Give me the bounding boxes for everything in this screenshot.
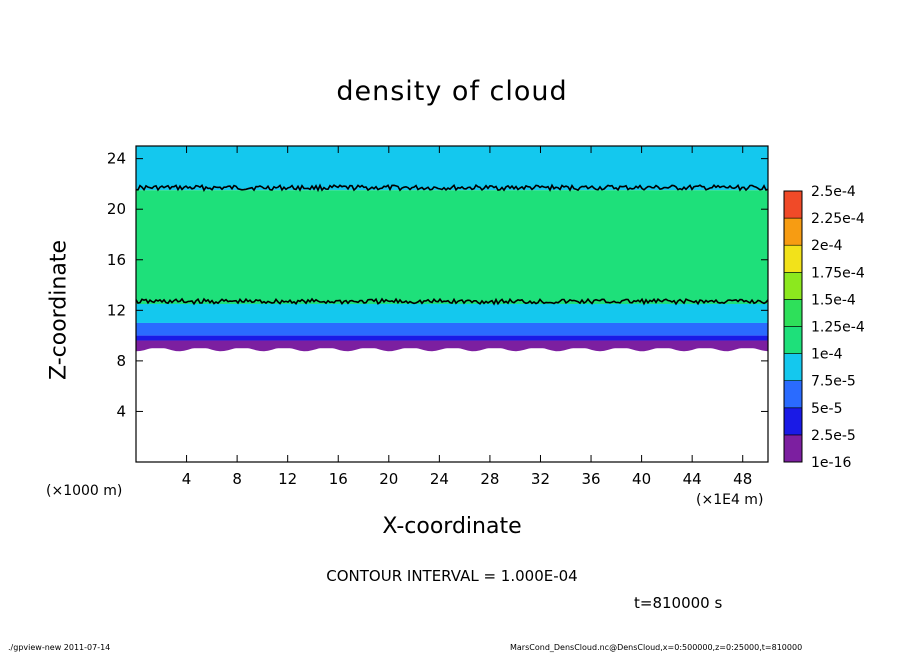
x-tick-label: 20 — [379, 470, 398, 488]
colorbar-swatch-8 — [783, 217, 803, 246]
time-label: t=810000 s — [634, 594, 723, 612]
y-tick-label: 8 — [116, 352, 126, 370]
colorbar-swatch-0 — [783, 434, 803, 463]
x-tick-label: 36 — [581, 470, 600, 488]
colorbar-swatch-4 — [783, 326, 803, 354]
x-tick-label: 28 — [480, 470, 499, 488]
colorbar-label: 2.25e-4 — [811, 211, 865, 227]
plot-frame — [135, 145, 769, 463]
y-tick-label: 12 — [107, 301, 126, 319]
field-band-0 — [136, 146, 768, 191]
x-tick-label: 16 — [329, 470, 348, 488]
colorbar-label: 2.5e-5 — [811, 428, 856, 444]
contour-interval-label: CONTOUR INTERVAL = 1.000E-04 — [326, 567, 578, 585]
colorbar-swatch-6 — [783, 271, 803, 300]
colorbar-label: 5e-5 — [811, 401, 842, 417]
colorbar-label: 1.75e-4 — [811, 265, 865, 281]
x-tick-label: 4 — [182, 470, 192, 488]
colorbar-swatch-5 — [783, 299, 803, 327]
x-scale-label: (×1E4 m) — [696, 492, 764, 508]
x-tick-label: 48 — [733, 470, 752, 488]
y-tick-label: 4 — [116, 402, 126, 420]
field-band-4 — [136, 335, 768, 341]
colorbar-label: 1e-4 — [811, 347, 843, 363]
y-tick-label: 20 — [107, 200, 126, 218]
colorbar-label: 2e-4 — [811, 238, 843, 254]
colorbar-label: 2.5e-4 — [811, 184, 856, 200]
chart-title: density of cloud — [336, 76, 568, 107]
contour-line-0 — [135, 183, 769, 193]
x-tick-label: 24 — [430, 470, 449, 488]
colorbar-swatch-2 — [783, 380, 803, 409]
x-axis-label: X-coordinate — [382, 514, 522, 539]
colorbar-swatch-9 — [783, 190, 803, 219]
colorbar-label: 1e-16 — [811, 455, 851, 471]
footer-right-text: MarsCond_DensCloud.nc@DensCloud,x=0:5000… — [510, 643, 803, 652]
colorbar-swatch-1 — [783, 407, 803, 436]
field-band-2 — [136, 304, 768, 323]
x-tick-label: 44 — [683, 470, 702, 488]
field-band-1 — [136, 190, 768, 304]
footer-left-text: ./gpview-new 2011-07-14 — [8, 643, 111, 652]
colorbar-swatch-7 — [783, 244, 803, 273]
colorbar-frame — [783, 190, 803, 463]
y-tick-label: 16 — [107, 251, 126, 269]
field-band-3 — [136, 322, 768, 336]
x-tick-label: 40 — [632, 470, 651, 488]
x-tick-label: 8 — [232, 470, 242, 488]
x-unit-label: (×1000 m) — [46, 483, 123, 499]
x-tick-label: 12 — [278, 470, 297, 488]
cloud-base-edge — [136, 340, 768, 352]
x-tick-label: 32 — [531, 470, 550, 488]
colorbar-label: 7.5e-5 — [811, 374, 856, 390]
contour-line-1 — [135, 297, 769, 306]
colorbar-label: 1.5e-4 — [811, 292, 856, 308]
colorbar-label: 1.25e-4 — [811, 320, 865, 336]
y-tick-label: 24 — [107, 150, 126, 168]
colorbar-swatch-3 — [783, 353, 803, 382]
